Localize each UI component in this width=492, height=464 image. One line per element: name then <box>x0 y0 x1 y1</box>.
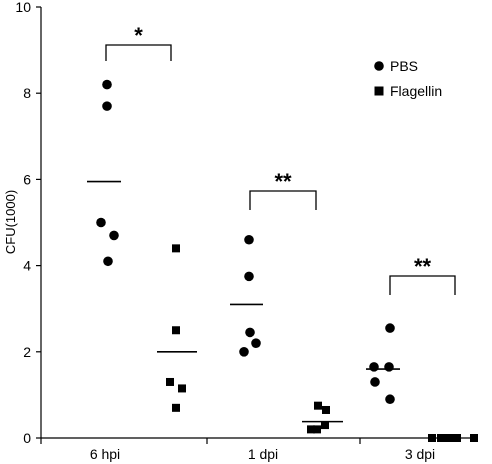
flagellin-point <box>313 425 321 434</box>
flagellin-point <box>445 434 453 442</box>
pbs-point <box>245 327 255 338</box>
flagellin-point <box>166 377 174 386</box>
pbs-point <box>244 271 254 282</box>
legend-label-flagellin: Flagellin <box>390 83 442 99</box>
significance-bracket <box>105 44 172 61</box>
y-ticks: 0 2 4 6 8 10 <box>15 0 41 446</box>
x-category-label: 6 hpi <box>90 446 120 462</box>
pbs-point <box>239 347 249 357</box>
y-tick-label: 6 <box>23 171 31 187</box>
legend-marker-flagellin <box>374 86 384 96</box>
pbs-point <box>102 79 112 90</box>
y-axis-title: CFU(1000) <box>3 190 18 254</box>
flagellin-point <box>453 434 461 442</box>
data-marks <box>96 79 478 442</box>
flagellin-point <box>470 434 478 442</box>
flagellin-point <box>172 326 180 335</box>
pbs-point <box>102 101 112 111</box>
flagellin-point <box>321 421 329 430</box>
flagellin-point <box>172 244 180 253</box>
pbs-point <box>244 234 254 245</box>
flagellin-point <box>178 384 186 393</box>
y-tick-label: 2 <box>23 344 31 360</box>
mean-lines <box>87 180 400 423</box>
flagellin-point <box>322 405 330 414</box>
significance-bracket <box>249 190 317 210</box>
x-categories: 6 hpi 1 dpi 3 dpi <box>40 438 435 462</box>
pbs-point <box>251 338 261 348</box>
pbs-point <box>109 230 119 241</box>
legend-marker-pbs <box>374 61 384 71</box>
x-category-label: 3 dpi <box>405 446 435 462</box>
flagellin-point <box>437 434 445 442</box>
pbs-point <box>96 217 106 228</box>
y-tick-label: 0 <box>23 430 31 446</box>
pbs-point <box>385 323 395 333</box>
flagellin-point <box>428 434 436 442</box>
x-category-label: 1 dpi <box>248 446 278 462</box>
legend-label-pbs: PBS <box>390 58 418 74</box>
y-tick-label: 10 <box>15 0 31 15</box>
significance-label: ** <box>274 169 292 194</box>
significance-brackets: ***** <box>105 23 456 295</box>
y-tick-label: 4 <box>23 258 31 274</box>
pbs-point <box>103 256 113 267</box>
pbs-point <box>370 377 380 387</box>
significance-label: * <box>134 23 143 48</box>
pbs-point <box>369 362 379 372</box>
flagellin-point <box>307 425 315 434</box>
flagellin-point <box>314 401 322 410</box>
pbs-point <box>385 394 395 405</box>
significance-label: ** <box>414 254 432 279</box>
significance-bracket <box>389 275 456 295</box>
legend: PBS Flagellin <box>374 58 442 99</box>
flagellin-point <box>172 403 180 412</box>
pbs-point <box>384 362 394 372</box>
y-tick-label: 8 <box>23 85 31 101</box>
